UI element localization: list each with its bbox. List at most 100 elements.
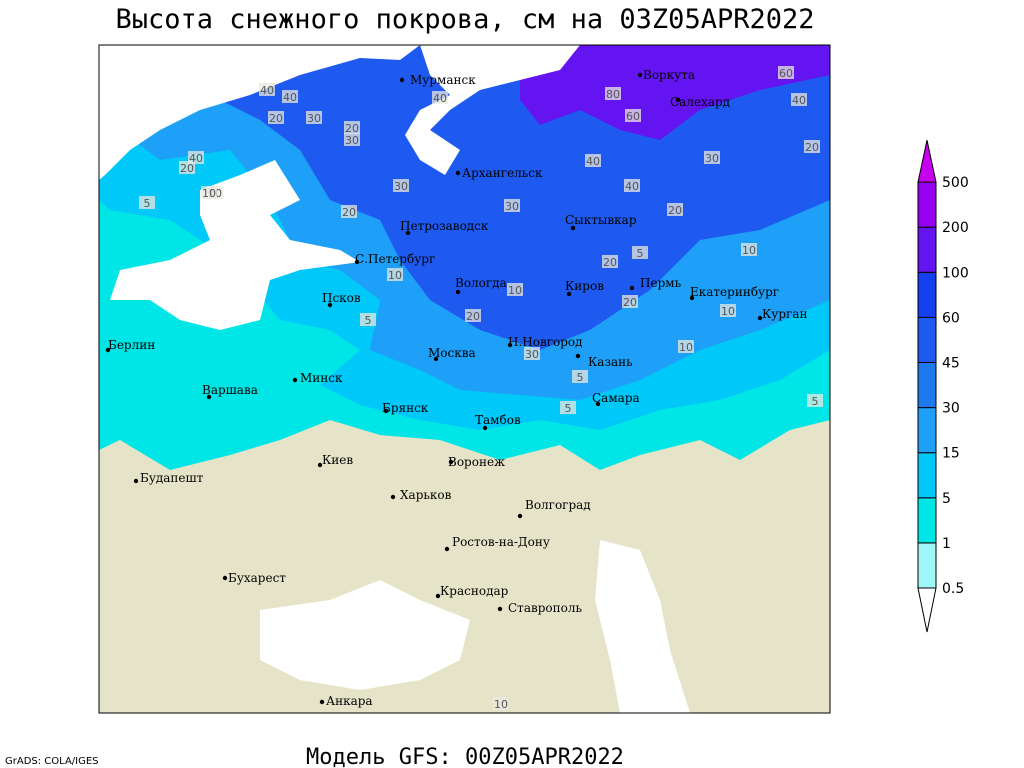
contour-label: 10 [508, 284, 522, 297]
legend-band [917, 181, 937, 228]
city-label: Киев [322, 453, 353, 467]
contour-label-box [602, 255, 618, 268]
contour-label-box [585, 154, 601, 167]
legend-band [917, 316, 937, 363]
city-label: Сыктывкар [565, 213, 637, 227]
city-label: Курган [762, 307, 807, 321]
sea-barents [99, 45, 420, 180]
city-dot [689, 295, 695, 301]
contour-label: 5 [812, 395, 819, 408]
contour-label: 30 [505, 200, 519, 213]
city-dot [399, 77, 405, 83]
city-dot [575, 353, 581, 359]
contour-label: 20 [603, 256, 617, 269]
contour-label-box [741, 243, 757, 256]
contour-label: 10 [388, 269, 402, 282]
contour-label: 30 [394, 180, 408, 193]
city-dot [455, 289, 461, 295]
contour-label-box [282, 90, 298, 103]
contour-label: 10 [679, 341, 693, 354]
legend-label: 60 [942, 310, 960, 326]
sea-baltic [110, 160, 360, 330]
city-label: Ставрополь [508, 601, 582, 615]
contour-label-box [624, 179, 640, 192]
city-dot [383, 408, 389, 414]
contour-labels: 4020302030402010540806040604030402030403… [139, 66, 823, 711]
contour-label-box [188, 151, 204, 164]
city-label: Брянск [382, 401, 429, 415]
contour-label: 5 [577, 371, 584, 384]
contour-label-box [268, 111, 284, 124]
legend-band [917, 271, 937, 318]
city-dot [292, 377, 298, 383]
city-dot [327, 302, 333, 308]
cities: Мурманск Архангельск Воркута Салехард Петроз… [105, 68, 807, 708]
city-label: Салехард [670, 95, 730, 109]
contour-label: 5 [565, 402, 572, 415]
contour-label: 40 [189, 152, 203, 165]
contour-label-box [139, 196, 155, 209]
city-dot [497, 606, 503, 612]
city-dot [435, 593, 441, 599]
model-label: Модель GFS: 00Z05APR2022 [306, 745, 624, 768]
contour-label: 20 [269, 112, 283, 125]
legend-band [917, 452, 937, 499]
contour-label: 30 [705, 152, 719, 165]
contour-label-box [360, 313, 376, 326]
city-dot [570, 225, 576, 231]
contour-label: 40 [283, 91, 297, 104]
city-dot [675, 97, 681, 103]
contour-label-box [632, 246, 648, 259]
city-label: Самара [592, 391, 640, 405]
city-dot [517, 513, 523, 519]
contour-label: 10 [202, 187, 216, 200]
legend-label: 200 [942, 220, 969, 236]
contour-label-box [572, 370, 588, 383]
city-dot [629, 285, 635, 291]
city-label: Ростов-на-Дону [452, 535, 550, 549]
city-label: Пермь [640, 276, 682, 290]
contour-label-box [387, 268, 403, 281]
contour-label-box [667, 203, 683, 216]
city-label: Анкара [326, 694, 373, 708]
city-label: Екатеринбург [690, 285, 779, 299]
contour-label: 20 [342, 206, 356, 219]
contour-label-box [432, 91, 448, 104]
city-label: Будапешт [140, 471, 204, 485]
contour-label-box [344, 133, 360, 146]
contour-label-box [507, 283, 523, 296]
city-label: Волгоград [525, 498, 591, 512]
contour-label-box [493, 697, 509, 710]
city-dot [448, 459, 454, 465]
city-dot [206, 394, 212, 400]
city-label: Мурманск [410, 73, 476, 87]
map: 4020302030402010540806040604030402030403… [99, 45, 830, 713]
contour-label: 40 [792, 94, 806, 107]
contour-label-box [341, 205, 357, 218]
contour-label: 30 [307, 112, 321, 125]
contour-label: 5 [144, 197, 151, 210]
contour-label-box [201, 186, 217, 199]
title: Высота снежного покрова, см на 03Z05APR2… [116, 4, 815, 35]
city-dot [444, 546, 450, 552]
city-label: Н.Новгород [508, 335, 583, 349]
city-label: Архангельск [462, 166, 543, 180]
city-label: Воркута [643, 68, 695, 82]
legend-label: 100 [942, 265, 969, 281]
city-dot [482, 425, 488, 431]
city-label: Москва [428, 346, 476, 360]
city-dot [405, 230, 411, 236]
contour-label-box [678, 340, 694, 353]
contour-label-box [807, 394, 823, 407]
contour-label: 20 [805, 141, 819, 154]
contour-label-box [524, 347, 540, 360]
city-dot [507, 342, 513, 348]
legend-band [917, 362, 937, 409]
legend-above [917, 139, 937, 183]
contour-label-box [306, 111, 322, 124]
contour-label-box [720, 304, 736, 317]
legend-label: 0.5 [942, 581, 964, 597]
contour-label: 10 [494, 698, 508, 711]
